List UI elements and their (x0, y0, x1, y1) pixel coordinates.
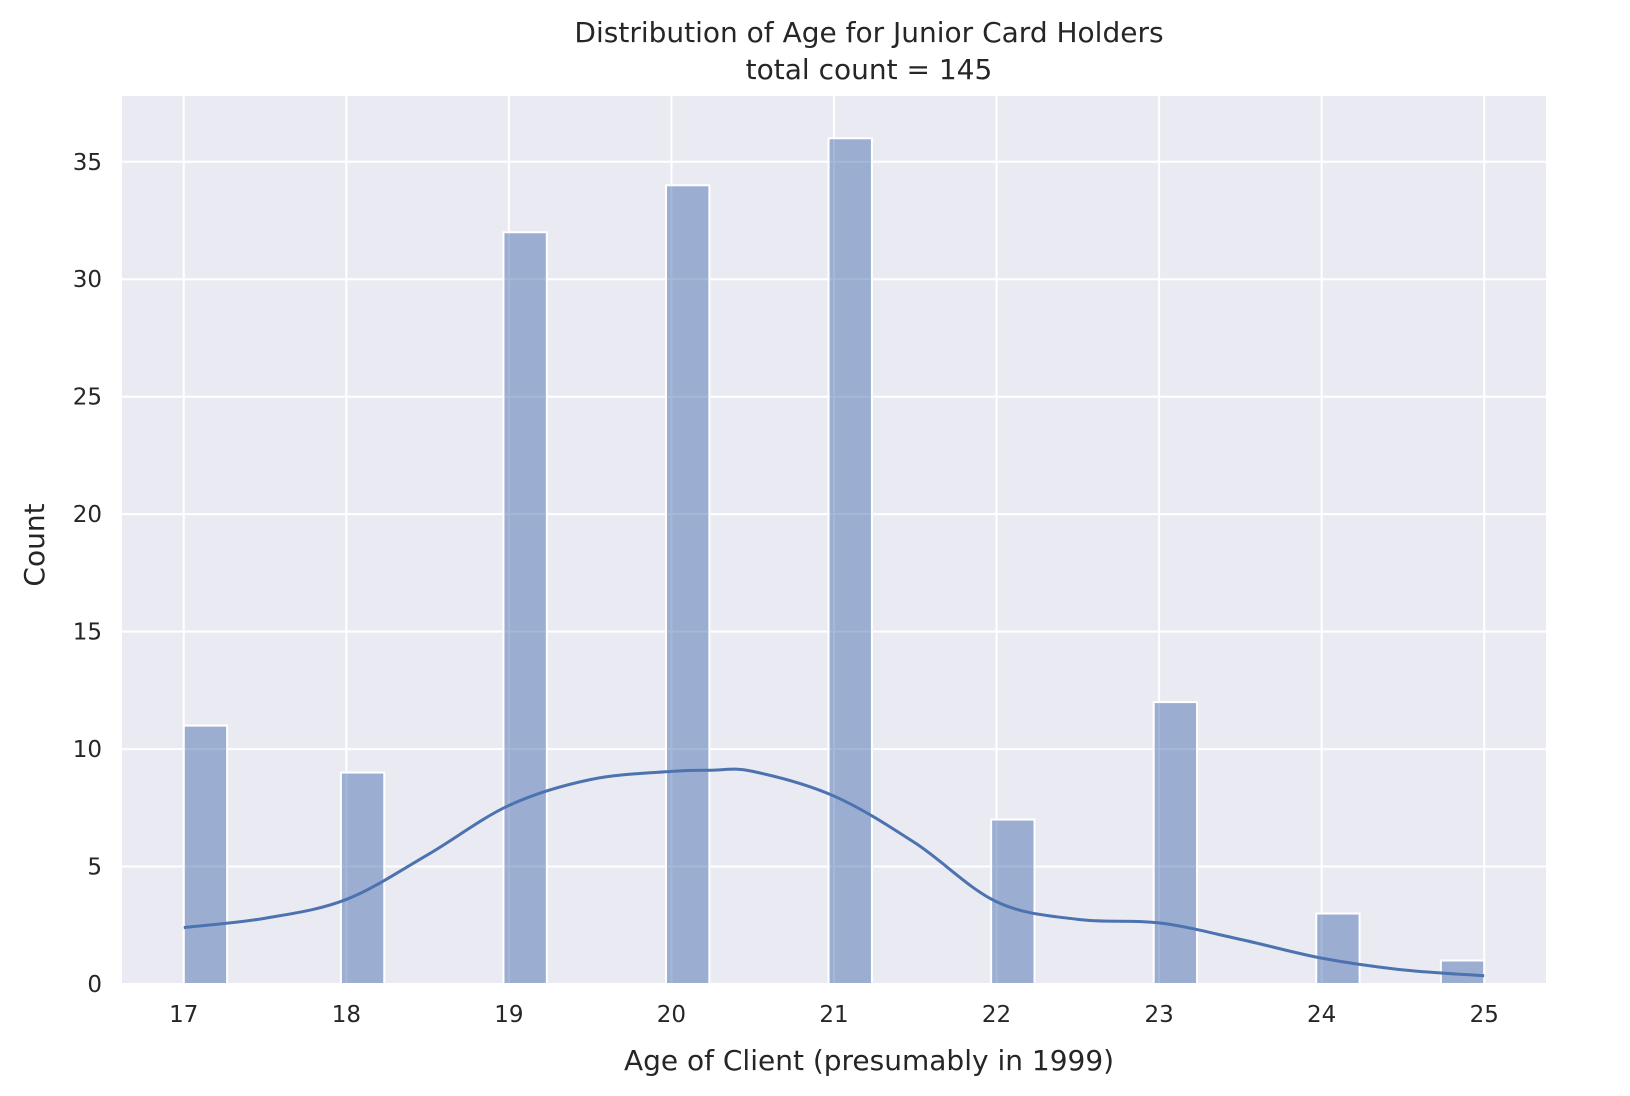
bar-age-19 (502, 231, 548, 985)
chart-title: Distribution of Age for Junior Card Hold… (574, 16, 1163, 49)
y-tick-label-20: 20 (73, 502, 102, 528)
y-axis-label: Count (18, 503, 51, 586)
y-tick-label-30: 30 (73, 267, 102, 293)
x-tick-label-22: 22 (982, 1002, 1011, 1028)
histogram-bars (182, 137, 1486, 986)
x-tick-label-17: 17 (169, 1002, 198, 1028)
bar-age-18 (339, 771, 386, 985)
x-axis-label: Age of Client (presumably in 1999) (624, 1044, 1114, 1077)
x-axis-ticks: 17 18 19 20 21 22 23 24 25 (169, 1002, 1499, 1028)
y-tick-label-10: 10 (73, 737, 102, 763)
y-axis-ticks: 0 5 10 15 20 25 30 35 (73, 150, 102, 998)
y-tick-label-5: 5 (87, 855, 102, 881)
bar-age-24 (1315, 912, 1361, 985)
chart-subtitle: total count = 145 (746, 53, 993, 86)
y-tick-label-35: 35 (73, 150, 102, 176)
bar-age-17 (182, 724, 229, 985)
x-tick-label-24: 24 (1307, 1002, 1336, 1028)
bar-age-21 (827, 137, 873, 986)
y-tick-label-15: 15 (73, 620, 102, 646)
x-tick-label-20: 20 (657, 1002, 686, 1028)
x-tick-label-19: 19 (494, 1002, 523, 1028)
y-tick-label-0: 0 (87, 972, 102, 998)
kde-curve (183, 767, 1485, 978)
y-tick-label-25: 25 (73, 385, 102, 411)
x-tick-label-23: 23 (1144, 1002, 1173, 1028)
x-tick-label-21: 21 (819, 1002, 848, 1028)
x-tick-label-18: 18 (332, 1002, 361, 1028)
bar-age-20 (665, 184, 711, 985)
x-tick-label-25: 25 (1470, 1002, 1499, 1028)
bar-age-23 (1152, 701, 1199, 985)
